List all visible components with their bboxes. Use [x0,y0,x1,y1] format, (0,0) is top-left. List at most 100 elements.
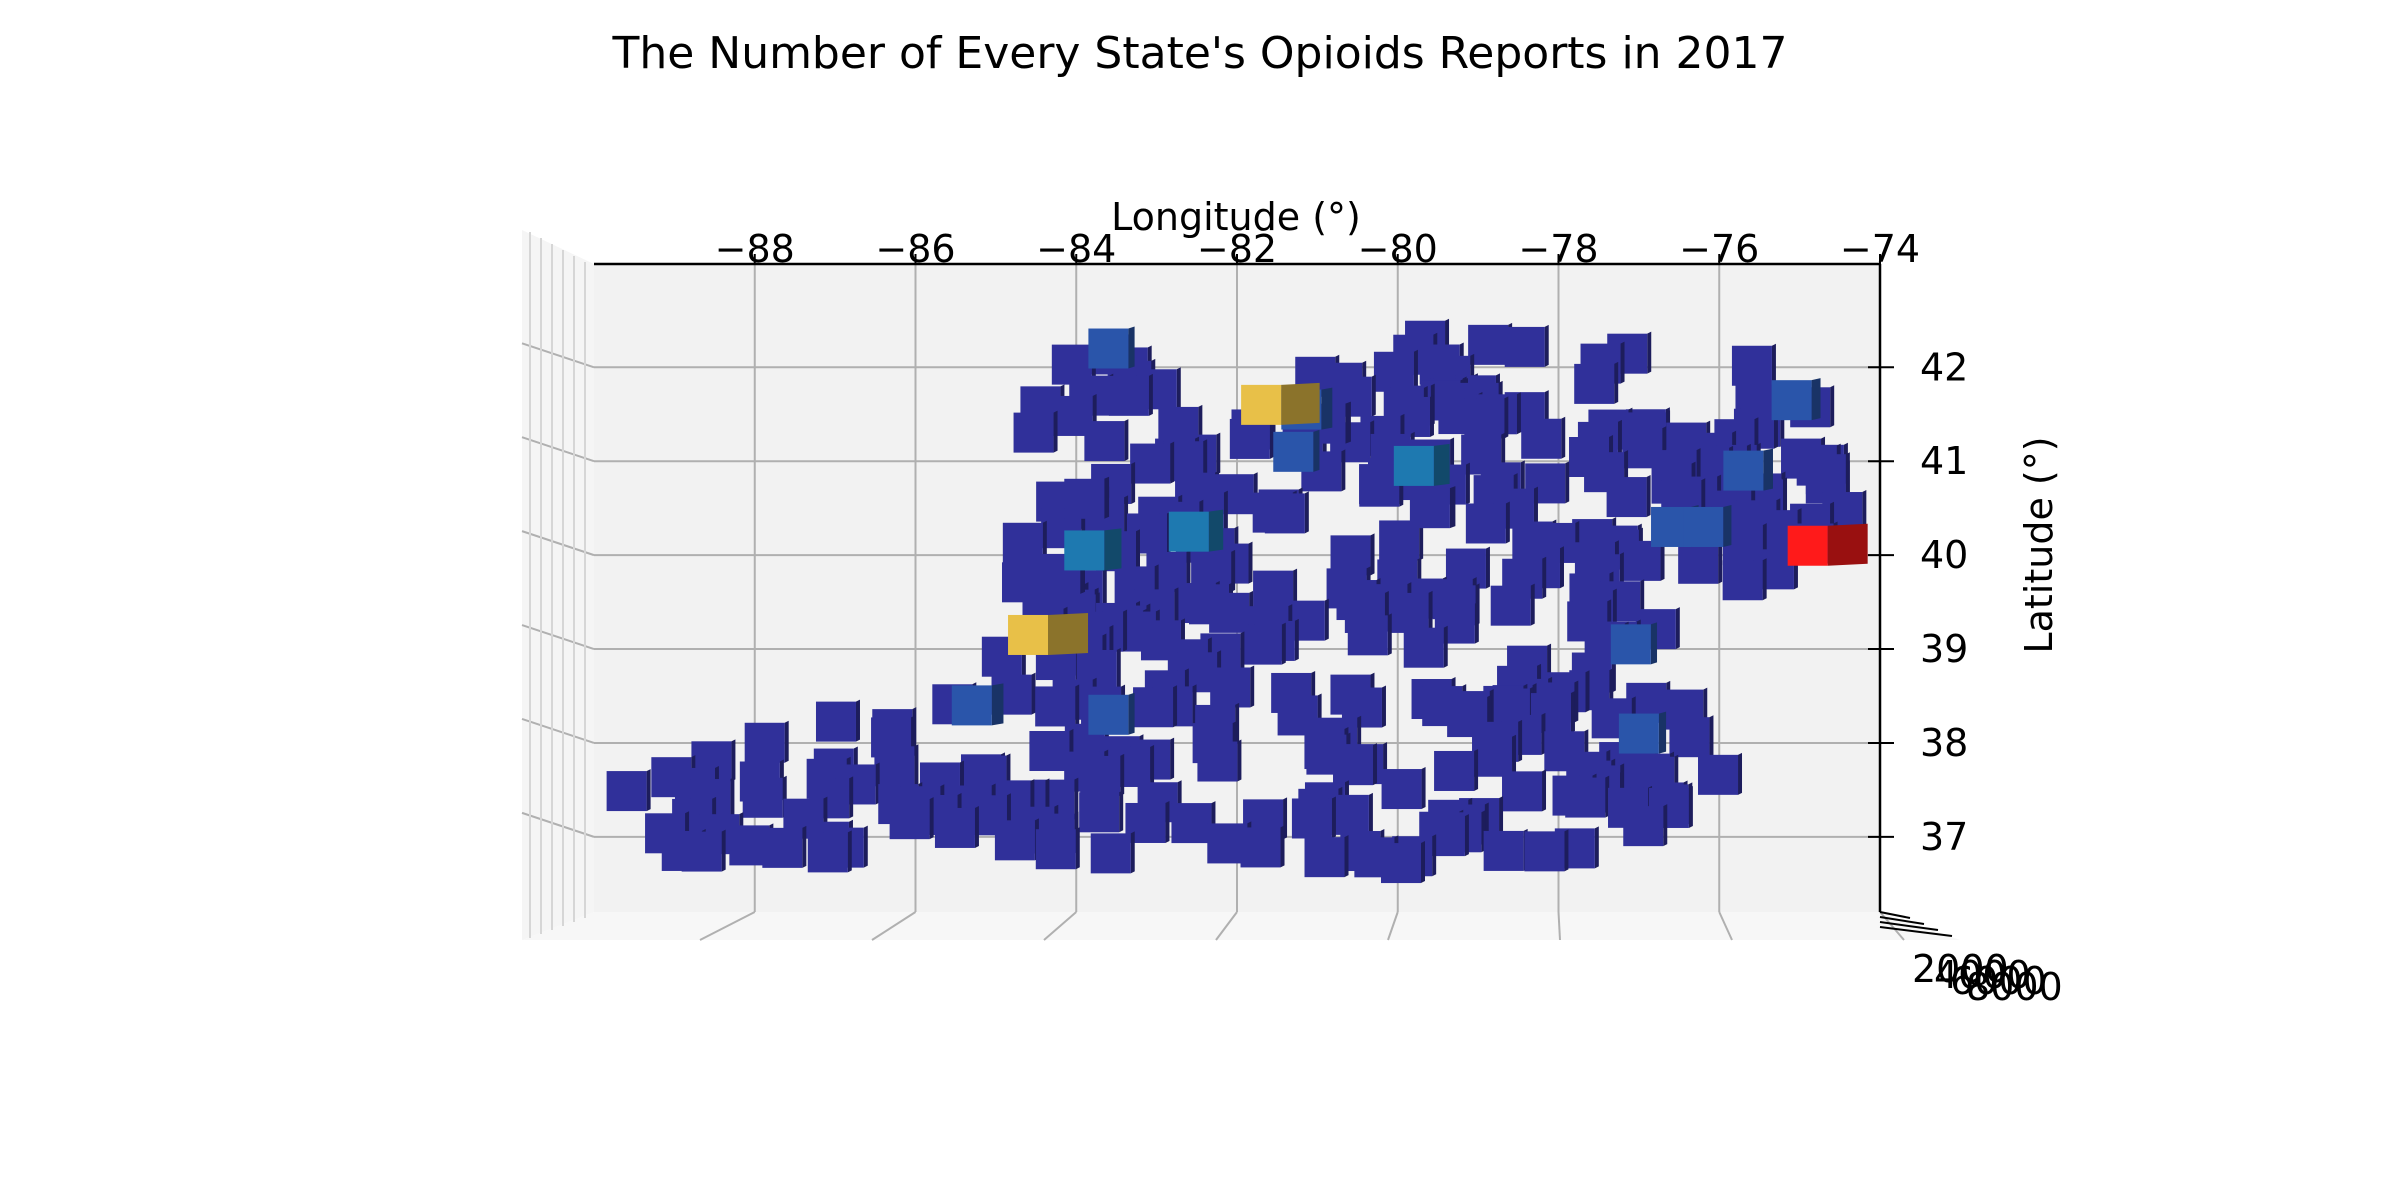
bar [1524,829,1569,872]
bar-front [1574,363,1615,404]
bar-front [807,832,848,873]
y-tick-label: 42 [1920,345,1968,389]
bar-front [1210,667,1251,708]
z-tick-label: 4000 [1934,953,2031,997]
bar-highlight-side [1313,429,1320,472]
bar-side [863,825,868,868]
bar [1388,590,1433,633]
bar-front [1035,686,1076,727]
bar-highlight [1273,429,1320,472]
bar-side [1862,490,1867,533]
bar-side [1031,672,1036,715]
bar [1013,410,1058,453]
bar-front [1133,687,1174,728]
bar-front [1465,503,1506,544]
bar-side [1617,419,1622,462]
bar-highlight [1064,476,1110,519]
bar-front [1521,418,1562,459]
bar-highlight [1168,509,1224,552]
bar-front [1171,803,1212,844]
bar-front [934,807,975,848]
bar-side [1570,691,1575,734]
floor-gridline [871,911,917,941]
bar [809,776,854,819]
bar-front [1388,592,1429,633]
bar-highlight-side [1433,443,1450,486]
bar [1029,729,1074,772]
bar-side [1421,767,1426,810]
bar-front [681,831,722,872]
bar-side [1542,556,1547,599]
bar-highlight [1088,326,1135,369]
bar-side [855,699,860,742]
bar-front [1241,624,1282,665]
left-wall-gridline [521,718,595,744]
bar-side [1248,541,1253,584]
bar [1210,665,1255,708]
bar-side [1565,461,1570,504]
bar [1002,520,1047,563]
chart-bars [606,318,1868,884]
z-tick-label: 6000 [1950,959,2047,1003]
bar-side [1150,744,1155,787]
bar [1277,693,1322,736]
bar-highlight-front [1064,478,1105,519]
bar [1291,796,1336,839]
floor-gridline [1215,911,1238,941]
bar-side [1504,396,1509,439]
bar-front [1291,798,1332,839]
bar-side [1102,568,1107,611]
bar-side [1293,568,1298,611]
bar-front [1079,792,1120,833]
bar-side [1464,814,1469,857]
bar-side [1344,835,1349,878]
bar-front [1090,833,1131,874]
bar [807,830,852,873]
bar-front [1333,745,1374,786]
bar-side [1237,739,1242,782]
y-tick-label: 41 [1920,439,1968,483]
bar-highlight [951,683,1004,726]
floor-gridline [699,911,756,941]
floor-gridline [1043,911,1077,941]
bar-side [1675,607,1680,650]
x-tick-label: −82 [1197,227,1277,271]
bar-front [1524,831,1565,872]
bar [1359,464,1404,507]
bar [1380,841,1425,884]
bar-front [1002,522,1043,563]
bar-side [1170,441,1175,484]
bar-highlight-side [991,683,1004,726]
bar-highlight [1409,486,1456,529]
bar-highlight-front [1088,328,1129,369]
bar-side [1165,800,1170,843]
bar-side [1505,501,1510,544]
bar-side [1250,665,1255,708]
floor-gridline [1718,911,1733,941]
bar-highlight-front [1064,530,1105,571]
bar-front [1490,585,1531,626]
z-tick [1879,926,1953,937]
bar-highlight-front [1008,614,1049,655]
bar-highlight [1618,711,1667,754]
bar-front [1731,345,1772,386]
bar-side [1240,631,1245,674]
bar [1229,416,1274,459]
bar-side [1368,792,1373,835]
bar-front [1084,421,1125,462]
bar-highlight-front [1610,624,1651,665]
bar-highlight-front [1723,450,1764,491]
bar-side [1585,670,1590,713]
bar-highlight-front [951,685,992,726]
bar-front [1483,830,1524,871]
bar-highlight [1008,612,1089,655]
left-wall-gridline [521,436,595,463]
bar-side [1136,529,1140,572]
x-tick-label: −78 [1518,227,1598,271]
bar [1698,752,1743,795]
y-axis-label: Latitude (°) [2017,436,2061,653]
bar-side [1646,475,1651,518]
bar-highlight-front [1273,431,1314,472]
bar-side [1516,392,1521,435]
